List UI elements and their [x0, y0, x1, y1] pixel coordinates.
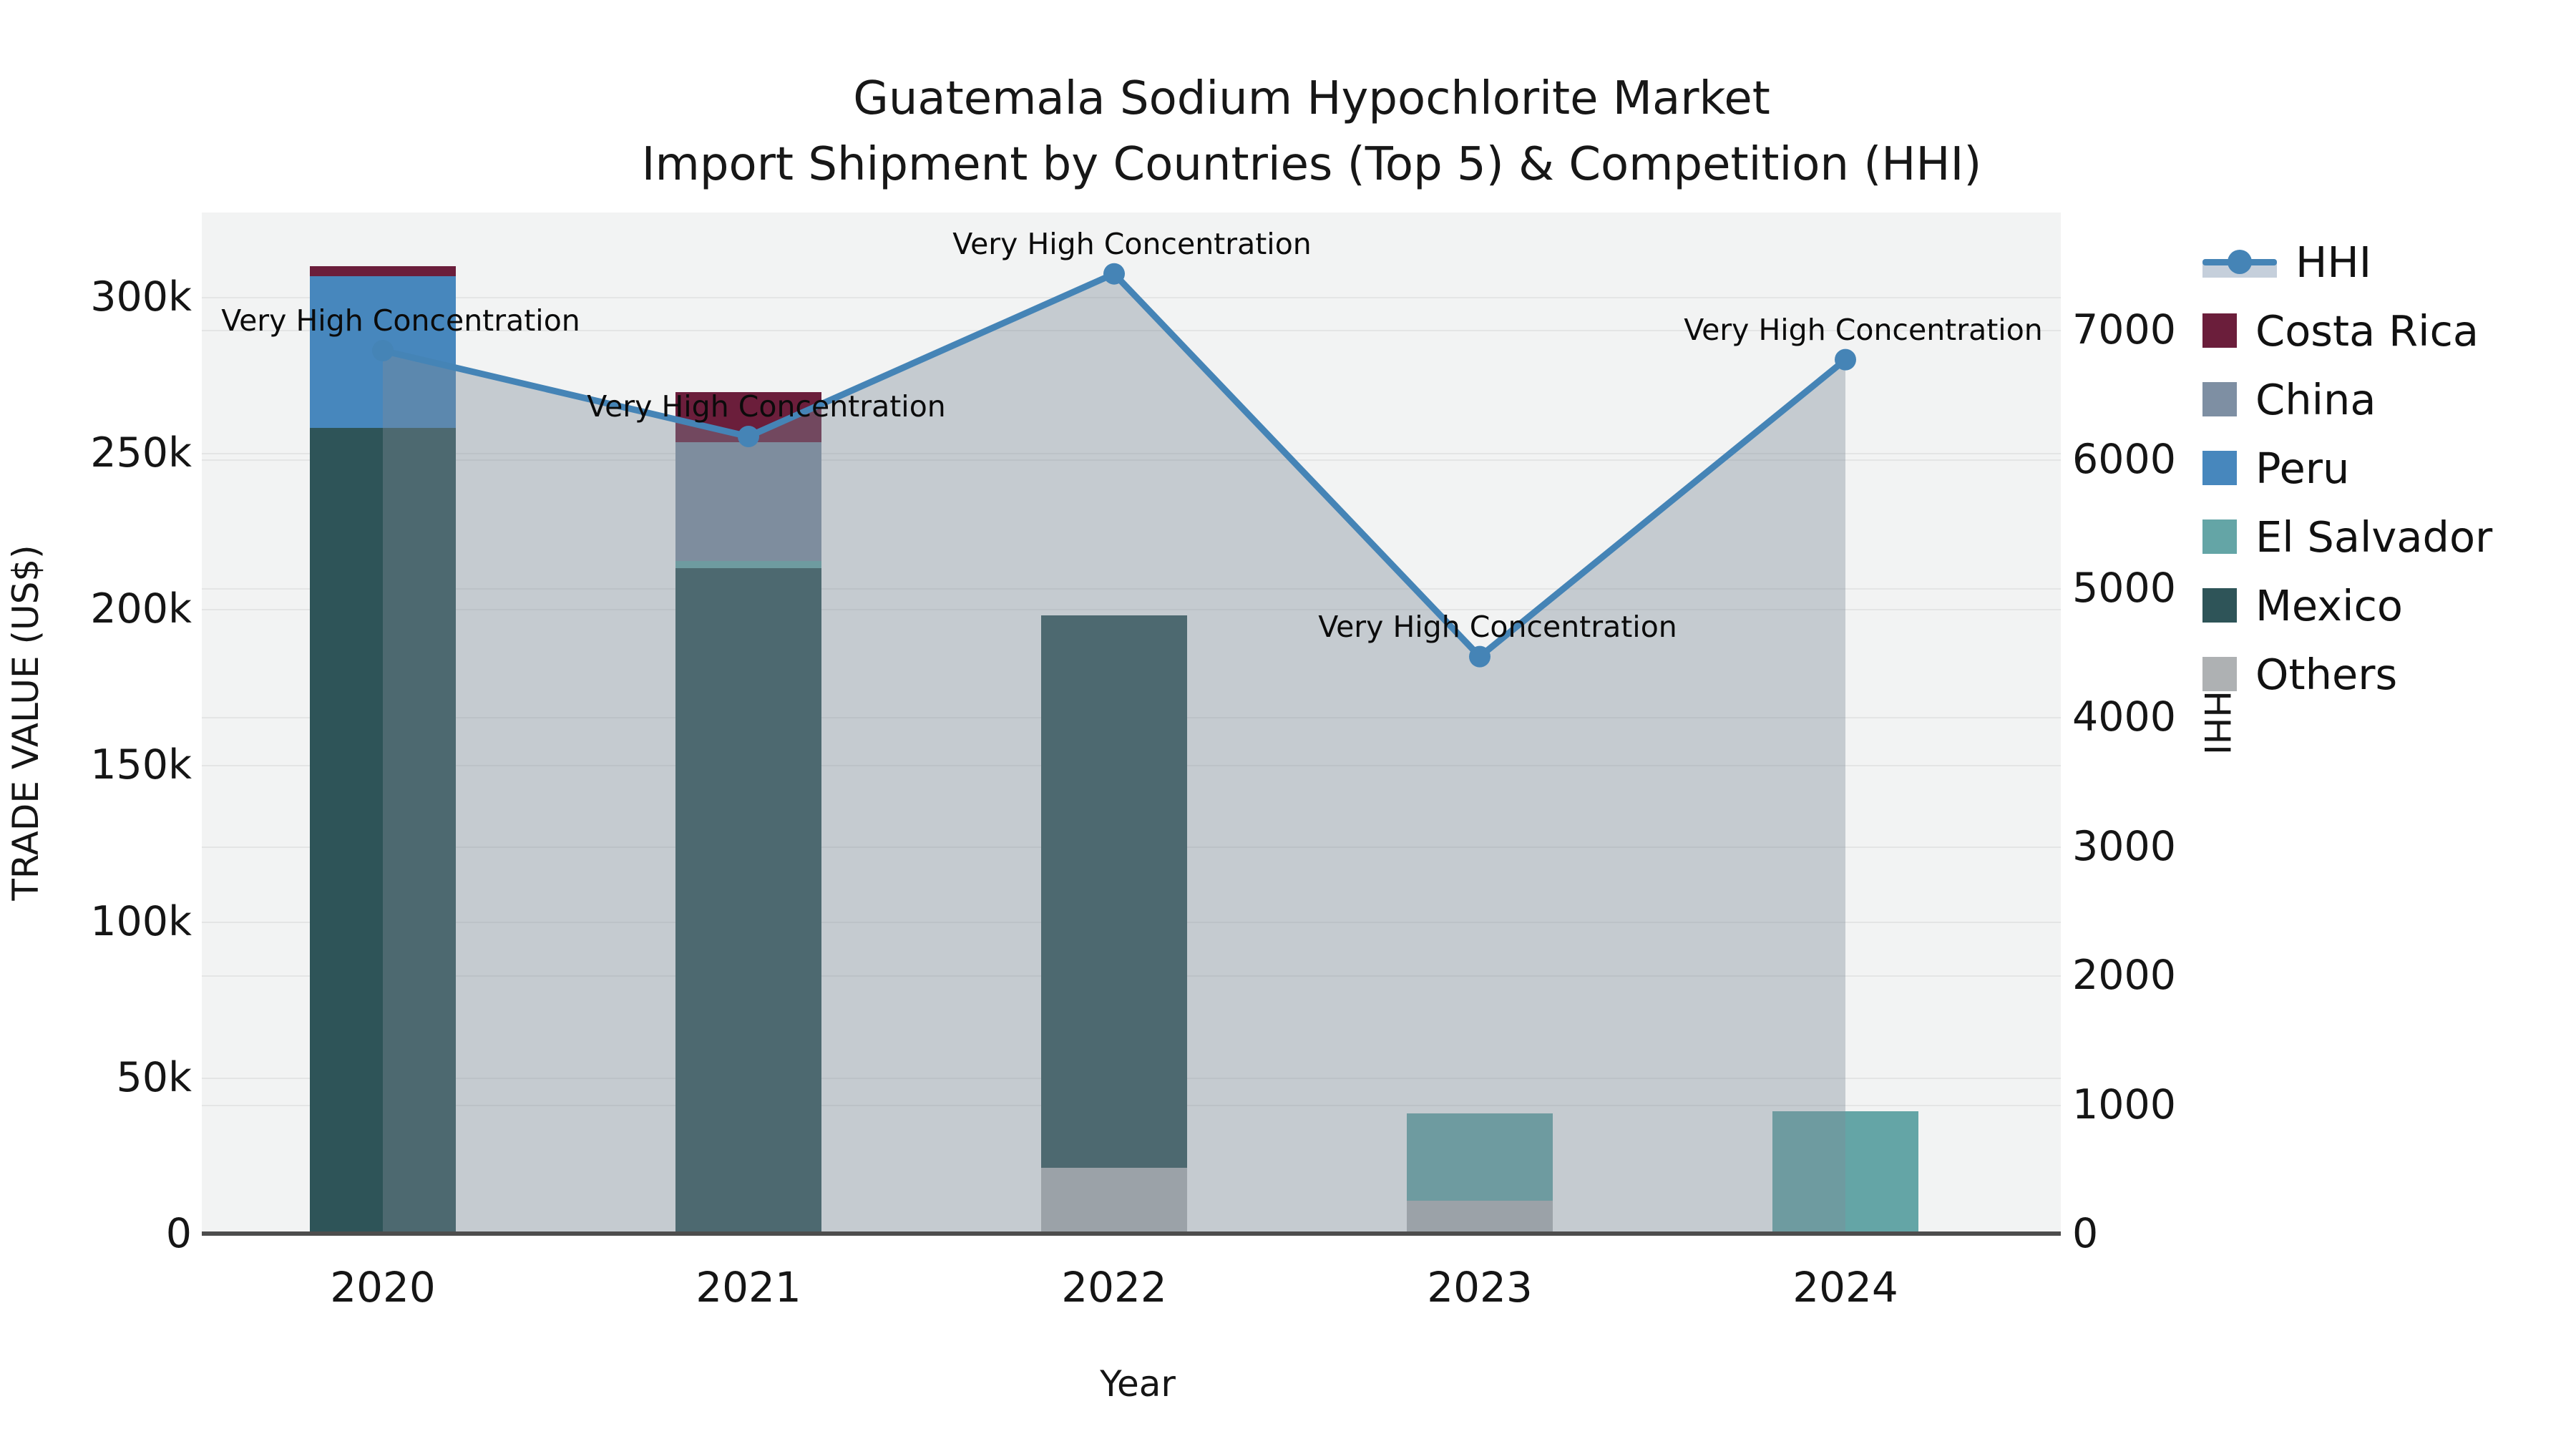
- bar-2022-mexico: [1041, 615, 1187, 1169]
- y-axis-right-title: HHI: [2196, 691, 2238, 755]
- bar-2022-others: [1041, 1168, 1187, 1234]
- legend-item-mexico: Mexico: [2202, 580, 2492, 630]
- bar-2023-others: [1407, 1201, 1553, 1234]
- hhi-area-fill: [383, 273, 1845, 1234]
- legend-label: Mexico: [2255, 580, 2404, 630]
- y-right-tick-6000: 6000: [2072, 435, 2177, 483]
- annotation-2021: Very High Concentration: [587, 389, 946, 424]
- y-right-tick-3000: 3000: [2072, 822, 2177, 870]
- legend-item-peru: Peru: [2202, 444, 2492, 493]
- y-right-tick-4000: 4000: [2072, 693, 2177, 741]
- gridline-right-6000: [202, 459, 2061, 461]
- legend-swatch-icon: [2202, 519, 2237, 554]
- y-right-tick-7000: 7000: [2072, 306, 2177, 354]
- hhi-legend-sample-icon: [2202, 245, 2277, 279]
- legend-swatch-icon: [2202, 313, 2237, 348]
- legend-label: China: [2255, 374, 2376, 424]
- annotation-2023: Very High Concentration: [1318, 609, 1677, 644]
- legend-swatch-icon: [2202, 588, 2237, 623]
- legend-swatch-icon: [2202, 451, 2237, 485]
- legend-label: Costa Rica: [2255, 306, 2479, 356]
- y-right-tick-2000: 2000: [2072, 952, 2177, 1000]
- annotation-2022: Very High Concentration: [952, 226, 1312, 261]
- y-left-tick-150k: 150k: [90, 741, 192, 789]
- hhi-legend-marker: [2228, 250, 2252, 274]
- hhi-marker-2022: [1103, 263, 1125, 285]
- legend-item-china: China: [2202, 374, 2492, 424]
- legend-item-el-salvador: El Salvador: [2202, 512, 2492, 562]
- legend-swatch-icon: [2202, 657, 2237, 691]
- x-axis-title: Year: [1100, 1363, 1176, 1405]
- y-left-tick-200k: 200k: [90, 585, 192, 633]
- gridline-right-7000: [202, 330, 2061, 332]
- y-left-tick-250k: 250k: [90, 429, 192, 477]
- legend-label: HHI: [2296, 237, 2372, 287]
- legend-item-others: Others: [2202, 649, 2492, 699]
- bar-2023-el-salvador: [1407, 1113, 1553, 1201]
- x-axis-line: [202, 1231, 2061, 1236]
- bar-2021-mexico: [675, 567, 821, 1234]
- hhi-line-chart: [372, 263, 1856, 1234]
- legend-label: Peru: [2255, 443, 2350, 493]
- legend-item-costa-rica: Costa Rica: [2202, 306, 2492, 356]
- hhi-marker-2020: [372, 340, 394, 362]
- y-right-tick-0: 0: [2072, 1210, 2099, 1257]
- gridline-left-250k: [202, 453, 2061, 455]
- hhi-marker-2023: [1469, 645, 1491, 668]
- legend-label: El Salvador: [2255, 512, 2493, 562]
- bar-2020-costa-rica: [310, 266, 456, 277]
- y-left-tick-0: 0: [165, 1210, 192, 1257]
- y-left-tick-50k: 50k: [116, 1053, 192, 1101]
- y-axis-left-title: TRADE VALUE (US$): [5, 545, 47, 901]
- y-left-tick-100k: 100k: [90, 897, 192, 945]
- bar-2021-el-salvador: [675, 560, 821, 568]
- bar-2020-mexico: [310, 428, 456, 1234]
- chart-title-line2: Import Shipment by Countries (Top 5) & C…: [641, 138, 1982, 191]
- chart-title-line1: Guatemala Sodium Hypochlorite Market: [853, 72, 1770, 125]
- annotation-2020: Very High Concentration: [221, 303, 580, 338]
- hhi-marker-2021: [738, 426, 759, 448]
- chart-title: Guatemala Sodium Hypochlorite Market Imp…: [642, 66, 1982, 197]
- x-tick-2024: 2024: [1792, 1263, 1898, 1312]
- legend: HHI Costa Rica China Peru El Salvador Mexico O…: [2202, 238, 2492, 699]
- x-tick-2023: 2023: [1427, 1263, 1533, 1312]
- legend-item-hhi: HHI: [2202, 238, 2492, 287]
- bar-2021-china: [675, 441, 821, 561]
- plot-area: [202, 213, 2061, 1234]
- x-tick-2022: 2022: [1061, 1263, 1167, 1312]
- hhi-marker-2024: [1835, 348, 1856, 371]
- gridline-right-5000: [202, 587, 2061, 590]
- legend-label: Others: [2255, 649, 2398, 699]
- y-right-tick-5000: 5000: [2072, 564, 2177, 612]
- legend-swatch-icon: [2202, 382, 2237, 416]
- annotation-2024: Very High Concentration: [1684, 312, 2043, 347]
- bar-2024-el-salvador: [1772, 1111, 1918, 1234]
- x-tick-2020: 2020: [330, 1263, 436, 1312]
- y-right-tick-1000: 1000: [2072, 1080, 2177, 1128]
- x-tick-2021: 2021: [696, 1263, 801, 1312]
- y-left-tick-300k: 300k: [90, 273, 192, 321]
- gridline-left-200k: [202, 609, 2061, 611]
- gridline-left-300k: [202, 296, 2061, 298]
